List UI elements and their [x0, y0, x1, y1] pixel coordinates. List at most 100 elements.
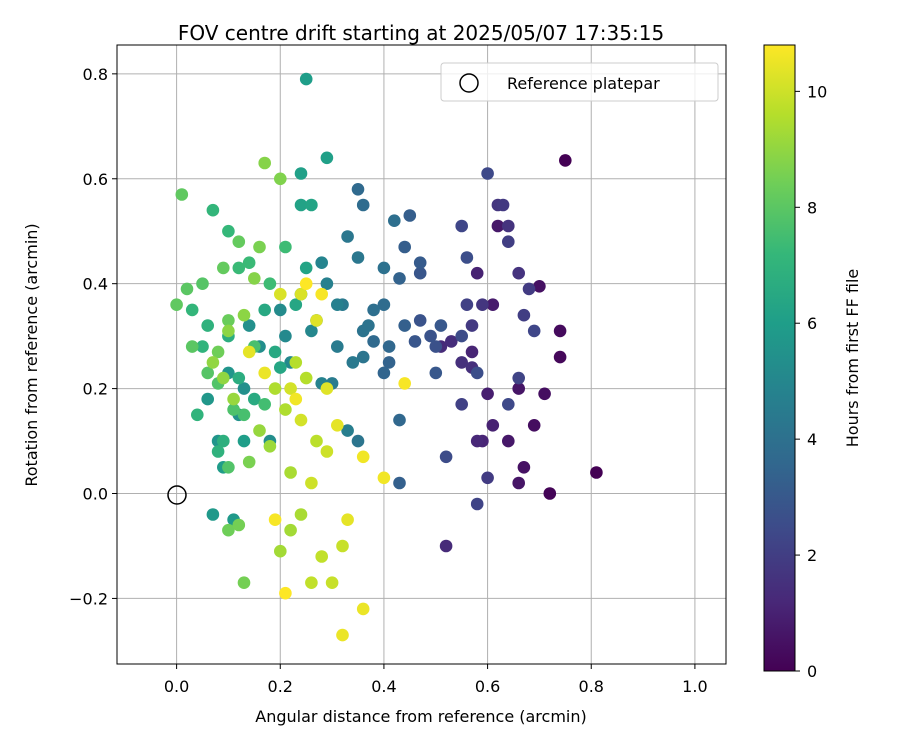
data-point [299, 72, 313, 86]
data-point [258, 303, 272, 317]
legend-box [440, 62, 719, 102]
data-point [429, 340, 443, 353]
data-point [413, 314, 427, 327]
data-point [242, 319, 256, 332]
data-point [180, 282, 194, 296]
colorbar-tick-label: 2 [807, 546, 817, 565]
data-point [320, 277, 334, 291]
data-point [559, 154, 572, 167]
data-point [294, 413, 308, 427]
data-point [232, 371, 246, 385]
y-axis-label: Rotation from reference (arcmin) [22, 223, 41, 486]
x-tick-label: 0.0 [164, 677, 189, 696]
data-point [294, 508, 308, 521]
data-point [258, 366, 272, 380]
data-point [341, 424, 354, 437]
data-point [486, 419, 500, 432]
data-point [481, 387, 494, 401]
data-point [206, 356, 220, 369]
y-tick-label: 0.0 [83, 485, 108, 504]
x-tick-label: 0.4 [371, 677, 396, 696]
data-point [356, 602, 370, 616]
chart-title: FOV centre drift starting at 2025/05/07 … [178, 21, 664, 45]
data-point [553, 324, 567, 338]
y-tick-label: 0.6 [83, 170, 108, 189]
data-point [258, 398, 272, 411]
colorbar-tick-label: 6 [807, 314, 817, 333]
data-point [356, 198, 370, 212]
data-point [211, 445, 225, 458]
data-point [527, 324, 541, 338]
data-point [279, 329, 292, 343]
colorbar-tick-label: 0 [807, 662, 817, 681]
data-point [191, 408, 204, 422]
data-point [222, 314, 235, 327]
data-point [434, 319, 448, 332]
data-point [455, 219, 469, 233]
data-point [237, 382, 251, 395]
data-point [237, 576, 251, 589]
data-point [279, 403, 292, 416]
data-point [253, 424, 266, 437]
data-point [336, 628, 349, 642]
data-point [305, 576, 318, 589]
data-point [408, 335, 422, 348]
data-point [377, 471, 391, 485]
data-point [284, 466, 297, 479]
data-point [170, 298, 183, 312]
data-point [248, 272, 261, 285]
data-point [331, 419, 344, 432]
data-point [268, 382, 282, 395]
data-point [512, 476, 525, 490]
data-point [325, 576, 339, 589]
data-point [543, 487, 557, 500]
data-point [305, 476, 318, 490]
data-point [522, 282, 536, 296]
data-point [201, 392, 214, 406]
data-point [217, 434, 230, 448]
data-point [242, 256, 256, 270]
data-point [237, 308, 251, 322]
data-point [465, 319, 479, 332]
data-point [310, 314, 323, 327]
data-point [470, 366, 484, 380]
data-point [491, 219, 505, 233]
legend: Reference platepar [440, 62, 719, 102]
data-point [351, 251, 365, 264]
data-point [320, 445, 334, 458]
data-point [439, 539, 453, 553]
data-point [284, 382, 297, 395]
data-point [185, 340, 199, 353]
data-point [424, 329, 437, 343]
data-point [305, 324, 318, 338]
data-point [201, 319, 214, 332]
data-point [533, 280, 546, 293]
x-tick-label: 0.6 [475, 677, 500, 696]
data-point [403, 209, 417, 222]
data-point [398, 319, 412, 332]
data-point [274, 303, 287, 317]
data-point [258, 156, 272, 170]
data-point [398, 377, 412, 390]
data-point [538, 387, 551, 401]
data-point [279, 240, 292, 254]
data-point [460, 251, 474, 264]
data-point [553, 350, 567, 364]
data-point [470, 497, 484, 511]
data-point [274, 287, 287, 301]
data-point [294, 198, 308, 212]
data-point [512, 266, 525, 280]
data-point [331, 298, 344, 312]
data-point [502, 434, 515, 448]
x-tick-label: 1.0 [682, 677, 707, 696]
data-point [232, 261, 246, 275]
data-point [398, 240, 412, 254]
data-point [465, 345, 479, 359]
data-point [211, 345, 225, 359]
data-point [299, 371, 313, 385]
data-point [289, 356, 303, 369]
y-tick-label: 0.2 [83, 380, 108, 399]
data-point [502, 235, 515, 248]
data-point [217, 261, 230, 275]
